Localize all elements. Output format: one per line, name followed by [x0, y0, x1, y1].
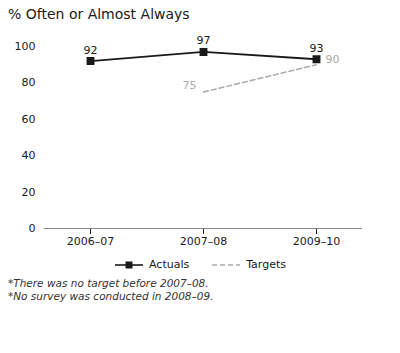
html-text:*No survey was conducted in 20: *No survey was conducted in 2008–09.	[8, 290, 214, 302]
html-text:% Often or Almost Always: % Often or Almost Always	[8, 6, 190, 22]
html-text:Actuals: Actuals	[149, 258, 190, 271]
html-text:*There was no target before 20: *There was no target before 2007–08.	[8, 277, 209, 289]
svg-text:92: 92	[84, 44, 98, 57]
svg-text:2007–08: 2007–08	[180, 235, 228, 248]
svg-text:20: 20	[22, 186, 36, 199]
svg-text:90: 90	[326, 53, 340, 66]
svg-text:100: 100	[15, 40, 36, 53]
svg-text:40: 40	[22, 149, 36, 162]
svg-text:2006–07: 2006–07	[67, 235, 115, 248]
svg-text:97: 97	[197, 34, 211, 47]
svg-text:80: 80	[22, 76, 36, 89]
svg-text:2009–10: 2009–10	[293, 235, 341, 248]
svg-text:0: 0	[29, 222, 36, 235]
svg-text:60: 60	[22, 113, 36, 126]
svg-text:93: 93	[310, 42, 324, 55]
svg-text:75: 75	[183, 79, 197, 92]
html-text:Targets: Targets	[246, 258, 286, 271]
